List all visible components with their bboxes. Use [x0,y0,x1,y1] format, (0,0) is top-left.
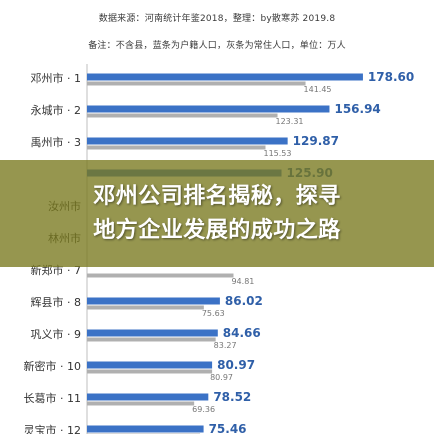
resident-value-label: 80.97 [210,373,233,382]
resident-bar [87,145,266,150]
household-bar [87,393,209,401]
resident-bar [87,337,216,342]
household-bar [87,361,213,369]
resident-bar [87,305,204,310]
overlay-title-line-2: 地方企业发展的成功之路 [93,217,341,243]
category-label: 长葛市 · 11 [24,391,82,405]
household-bar [87,73,363,81]
category-label: 巩义市 · 9 [31,327,82,341]
resident-value-label: 94.81 [231,277,254,286]
household-value-label: 80.97 [217,358,255,372]
resident-value-label: 115.53 [263,149,291,158]
household-value-label: 75.46 [209,422,247,434]
overlay-title-line-1: 邓州公司排名揭秘，探寻 [93,183,341,209]
resident-value-label: 69.36 [192,405,215,414]
category-label: 永城市 · 2 [31,103,82,117]
resident-value-label: 75.63 [202,309,225,318]
category-label: 灵宝市 · 12 [24,423,82,434]
source-text: 数据来源：河南统计年鉴2018，整理：by散寒苏 2019.8 [98,14,336,24]
resident-bar [87,369,213,374]
category-label: 辉县市 · 8 [31,295,82,309]
category-label: 新密市 · 10 [24,359,82,373]
household-bar [87,425,204,433]
household-bar [87,297,220,305]
resident-bar [87,81,306,86]
title-overlay: 邓州公司排名揭秘，探寻 地方企业发展的成功之路 [0,160,434,267]
household-value-label: 84.66 [223,326,261,340]
category-label: 禹州市 · 3 [31,135,82,149]
resident-value-label: 83.27 [214,341,237,350]
resident-value-label: 141.45 [304,85,332,94]
household-bar [87,105,330,113]
household-value-label: 156.94 [334,102,380,116]
resident-bar [87,401,195,406]
household-bar [87,329,218,337]
household-value-label: 178.60 [368,70,414,84]
resident-bar [87,113,278,118]
household-value-label: 86.02 [225,294,263,308]
household-value-label: 78.52 [213,390,251,404]
resident-value-label: 123.31 [276,117,304,126]
household-value-label: 129.87 [293,134,339,148]
category-label: 邓州市 · 1 [31,71,82,85]
resident-bar [87,273,234,278]
household-bar [87,137,288,145]
note-text: 备注：不含县，蓝条为户籍人口，灰条为常住人口，单位：万人 [88,41,346,51]
